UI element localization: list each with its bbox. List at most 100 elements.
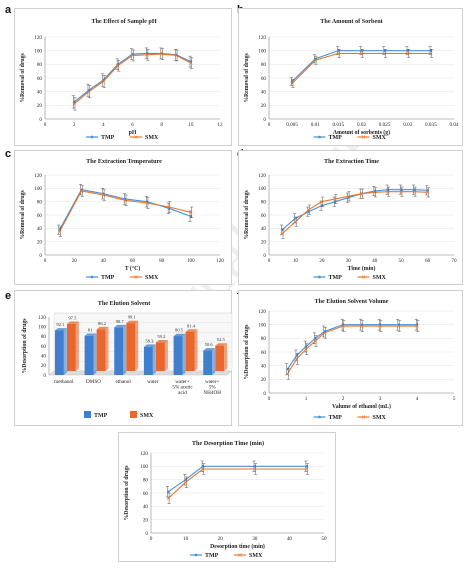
legend-label-tmp: TMP — [101, 275, 115, 281]
bar-smx-side — [75, 321, 79, 371]
y-tick-label: 120 — [258, 173, 266, 179]
y-tick-label: 100 — [258, 186, 266, 192]
x-tick-label: 0.04 — [449, 122, 458, 128]
y-tick-label: 0 — [263, 253, 266, 259]
y-tick-label: 120 — [34, 35, 42, 41]
legend-marker — [318, 275, 321, 279]
y-tick-label: 80 — [37, 199, 43, 205]
data-point-smx: × — [359, 191, 364, 198]
data-point-tmp — [167, 490, 170, 493]
y-tick-label: 80 — [143, 477, 149, 483]
data-point-smx: × — [359, 323, 364, 330]
chart-panel-g: The Desorption Time (min) 0 20 40 60 80 100 120… — [118, 432, 336, 562]
category-label: DMSO — [86, 379, 101, 385]
y-tick-label: 20 — [261, 103, 267, 109]
data-point-smx: × — [115, 63, 120, 70]
y-tick-label: 120 — [140, 451, 148, 457]
y-tick-label: 80 — [261, 62, 267, 68]
y-axis-label: %Removal of drugs — [20, 52, 26, 102]
x-tick-label: 4 — [102, 122, 105, 128]
legend-label-tmp: TMP — [94, 413, 108, 419]
y-tick-label: 120 — [258, 309, 266, 315]
chart-a: The Effect of Sample pH 0 20 40 60 80 100 120 0 2… — [20, 18, 223, 141]
bar-tmp-top — [203, 348, 216, 351]
data-point-smx: × — [304, 466, 309, 473]
panel-letter-a: a — [5, 4, 12, 16]
data-label-smx: 59.2 — [157, 334, 166, 339]
data-point-smx: × — [188, 209, 193, 216]
data-label-smx: 97.5 — [68, 315, 77, 320]
y-tick-label: 40 — [41, 353, 47, 359]
x-tick-label: 80 — [159, 258, 165, 264]
legend-marker: × — [133, 274, 138, 281]
bar-tmp-top — [54, 328, 67, 331]
chart-title: The Extraction Time — [324, 158, 379, 165]
legend-marker: × — [361, 414, 366, 421]
x-tick-label: 20 — [218, 536, 224, 542]
x-tick-label: 0.005 — [286, 122, 298, 128]
y-tick-label: 40 — [261, 226, 267, 232]
data-point-smx: × — [290, 81, 295, 88]
x-tick-label: 50 — [321, 536, 327, 542]
chart-panel-c: The Extraction Temperature 0 20 40 60 80 100 12… — [14, 150, 232, 285]
category-label: water+ 5% acetic acid — [172, 379, 193, 396]
bar-tmp-side — [152, 344, 156, 375]
bar-smx-top — [215, 343, 228, 346]
bar-tmp-side — [63, 328, 67, 375]
bar-tmp-side — [123, 324, 127, 375]
data-point-smx: × — [425, 189, 430, 196]
x-axis-label: Valume of ethanol (mL) — [332, 403, 391, 410]
data-point-smx: × — [294, 356, 299, 363]
chart-g: The Desorption Time (min)020406080100120… — [124, 440, 327, 559]
x-tick-label: 0 — [44, 122, 47, 128]
bar-tmp-side — [182, 333, 186, 375]
legend-label-smx: SMX — [373, 415, 387, 421]
x-tick-label: 60 — [130, 258, 136, 264]
chart-title: The Effect of Sample pH — [91, 18, 156, 25]
x-tick-label: 0 — [268, 122, 271, 128]
data-point-smx: × — [377, 323, 382, 330]
data-point-smx: × — [200, 466, 205, 473]
data-label-smx: 81.4 — [187, 323, 196, 328]
y-tick-label: 20 — [143, 517, 149, 523]
data-point-smx: × — [313, 57, 318, 64]
data-point-smx: × — [405, 51, 410, 58]
data-point-smx: × — [346, 193, 351, 200]
legend-label-smx: SMX — [373, 135, 387, 141]
bar-smx-top — [155, 339, 168, 343]
bar-smx-side — [224, 343, 228, 371]
data-point-smx: × — [101, 79, 106, 86]
legend-swatch-smx — [130, 411, 137, 418]
x-tick-label: 0.02 — [357, 122, 366, 128]
bar-tmp — [54, 330, 64, 375]
legend-marker — [90, 135, 94, 139]
bar-tmp — [143, 346, 153, 375]
chart-c: The Extraction Temperature 0 20 40 60 80 100 12… — [20, 158, 224, 281]
panel-letter-e: e — [5, 290, 12, 302]
chart-title: The Amount of Sorbent — [320, 18, 383, 25]
y-tick-label: 40 — [143, 504, 149, 510]
legend-label-smx: SMX — [140, 413, 154, 419]
panel-letter-c: c — [5, 148, 12, 160]
legend-marker: × — [237, 552, 242, 559]
data-point-smx: × — [166, 495, 171, 502]
data-label-smx: 99.1 — [128, 315, 137, 320]
data-point-smx: × — [340, 323, 345, 330]
bar-smx-side — [164, 339, 168, 371]
data-point-smx: × — [303, 346, 308, 353]
bar-tmp — [84, 335, 94, 375]
bar-tmp-side — [212, 348, 216, 375]
x-tick-label: 40 — [101, 258, 107, 264]
y-tick-label: 100 — [140, 464, 148, 470]
x-tick-label: 40 — [287, 536, 293, 542]
bar-tmp — [173, 336, 183, 375]
data-point-smx: × — [319, 199, 324, 206]
x-tick-label: 0.035 — [425, 122, 437, 128]
data-point-smx: × — [174, 53, 179, 60]
x-tick-label: 0 — [44, 258, 47, 264]
legend-marker: × — [133, 134, 138, 141]
x-tick-label: 40 — [372, 258, 378, 264]
y-tick-label: 100 — [34, 186, 42, 192]
x-tick-label: 4 — [416, 396, 419, 402]
y-tick-label: 120 — [38, 315, 46, 321]
